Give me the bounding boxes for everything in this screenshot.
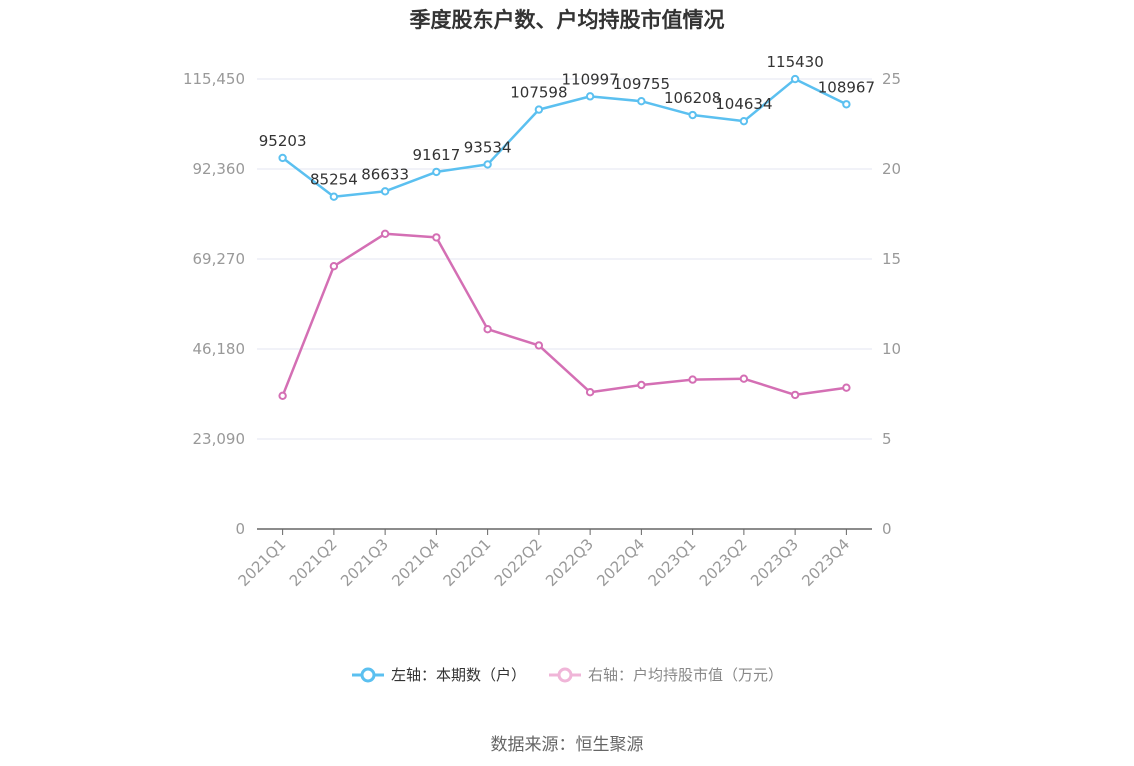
data-label: 106208 [664,89,721,107]
data-point [790,74,800,84]
data-label: 95203 [259,132,307,150]
x-tick-label: 2023Q2 [696,535,751,590]
x-tick-label: 2023Q4 [798,535,853,590]
y-left-tick-label: 46,180 [193,340,246,358]
series-line-1 [281,77,847,198]
legend-label-right: 右轴：户均持股市值（万元） [588,666,784,684]
data-point [278,153,287,163]
data-label: 104634 [715,95,772,113]
data-label: 108967 [818,78,875,96]
x-tick-label: 2022Q2 [491,535,546,590]
data-point [380,187,390,196]
data-point [842,383,851,392]
data-point [739,116,749,126]
x-tick-label: 2023Q3 [747,535,802,590]
data-point [688,110,697,120]
y-left-tick-label: 69,270 [193,250,246,268]
legend-item-right-axis[interactable]: 右轴：户均持股市值（万元） [548,664,783,685]
grid-lines [257,78,872,440]
data-point [637,96,646,106]
legend-label-left: 左轴：本期数（户） [390,666,526,684]
y-left-tick-label: 115,450 [183,70,245,88]
x-tick-label: 2021Q4 [388,535,443,590]
x-tick-label: 2022Q1 [440,535,495,590]
y-left-tick-label: 92,360 [193,160,246,178]
data-point [432,167,441,177]
y-right-tick-label: 20 [882,160,901,178]
data-label: 109755 [613,75,670,93]
data-point [278,391,287,400]
x-tick-label: 2023Q1 [645,535,700,590]
series [278,74,851,400]
chart-title: 季度股东户数、户均持股市值情况 [409,8,725,32]
data-point [432,233,441,242]
y-right-tick-label: 15 [882,250,901,268]
y-right-tick-label: 0 [882,520,892,538]
data-point [329,192,339,201]
y-right-tick-label: 25 [882,70,901,88]
series-line-2 [281,232,847,397]
legend: 左轴：本期数（户） 右轴：户均持股市值（万元） [0,664,1134,685]
y-left-tick-label: 0 [235,520,245,538]
data-point [585,388,595,397]
data-label: 85254 [310,171,358,189]
legend-marker-right-icon [549,667,581,682]
legend-item-left-axis[interactable]: 左轴：本期数（户） [351,664,526,685]
data-label: 91617 [413,146,461,164]
data-point [688,375,697,384]
data-label: 93534 [464,138,512,156]
y-left-tick-label: 23,090 [193,430,246,448]
data-point [585,92,595,101]
y-right-tick-label: 5 [882,430,892,448]
data-point [380,229,390,239]
source-note: 数据来源：恒生聚源 [490,735,644,755]
x-tick-label: 2021Q1 [235,535,290,590]
data-point [739,374,749,383]
x-tick-label: 2022Q4 [593,535,648,590]
data-point [483,160,492,169]
data-label: 110997 [561,70,618,88]
data-label: 86633 [361,165,409,183]
data-label: 107598 [510,84,567,102]
data-point [637,380,646,390]
x-tick-label: 2021Q3 [337,535,392,590]
data-point [329,262,339,271]
data-point [534,341,544,350]
data-point [534,105,544,114]
data-label: 115430 [766,53,823,71]
x-tick-label: 2022Q3 [542,535,597,590]
y-right-tick-label: 10 [882,340,901,358]
x-tick-label: 2021Q2 [286,535,341,590]
data-point [842,100,851,109]
data-point [483,325,492,334]
data-point [790,390,800,400]
legend-marker-left-icon [351,667,384,682]
